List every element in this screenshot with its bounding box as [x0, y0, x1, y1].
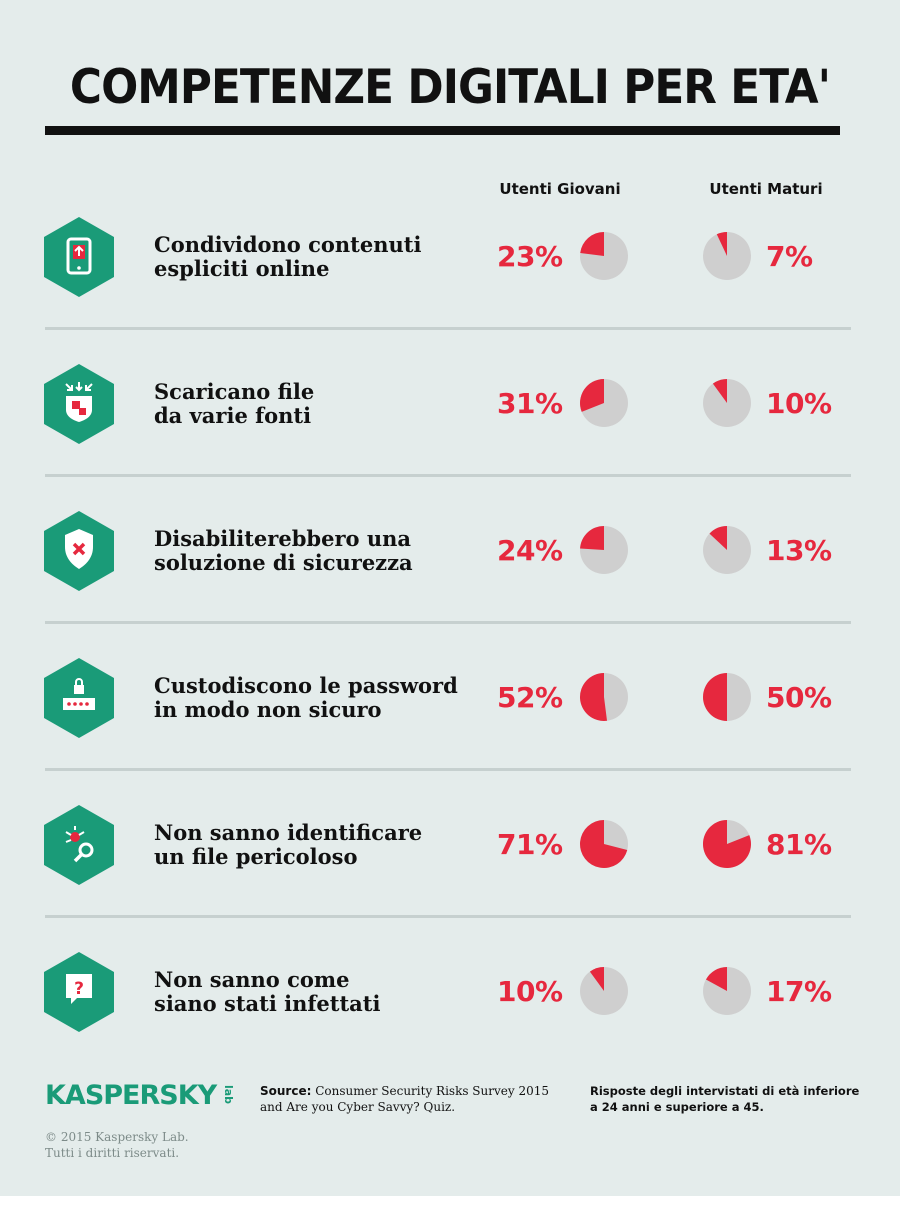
mature-pie — [703, 967, 751, 1015]
source-note: Source: Consumer Security Risks Survey 2… — [260, 1083, 560, 1115]
stat-row: Non sanno identificare un file pericoloso… — [0, 770, 900, 917]
mature-percent-label: 7% — [766, 240, 813, 273]
young-pie — [580, 820, 628, 868]
page-title: COMPETENZE DIGITALI PER ETA' — [69, 60, 831, 115]
svg-text:?: ? — [74, 979, 84, 999]
stat-row: Scaricano file da varie fonti 31% 10% — [0, 329, 900, 476]
row-divider — [45, 474, 851, 477]
note-line: a 24 anni e superiore a 45. — [590, 1100, 764, 1114]
stat-label: Non sanno come siano stati infettati — [154, 968, 474, 1016]
mature-pie-slice — [709, 526, 727, 550]
source-label: Source: — [260, 1084, 312, 1098]
stat-label-line: Custodiscono le password — [154, 673, 458, 698]
young-percent-label: 10% — [497, 975, 563, 1008]
young-pie — [580, 967, 628, 1015]
young-pie — [580, 232, 628, 280]
stat-label-line: un file pericoloso — [154, 844, 358, 869]
password-lock-icon — [44, 658, 114, 738]
mature-percent-label: 81% — [766, 828, 832, 861]
column-header-young: Utenti Giovani — [499, 180, 621, 198]
mature-pie — [703, 673, 751, 721]
copyright-line: Tutti i diritti riservati. — [45, 1146, 180, 1160]
young-pie — [579, 673, 628, 721]
stat-label: Condividono contenuti espliciti online — [154, 233, 474, 281]
download-icon — [44, 364, 114, 444]
respondents-note: Risposte degli intervistati di età infer… — [590, 1083, 870, 1115]
stat-label: Custodiscono le password in modo non sicu… — [154, 674, 474, 722]
mature-pie-slice — [703, 673, 727, 721]
stat-row: Disabiliterebbero una soluzione di sicure… — [0, 476, 900, 623]
young-percent-label: 24% — [497, 534, 563, 567]
stat-row: Condividono contenuti espliciti online 23%… — [0, 182, 900, 329]
bug-search-icon — [44, 805, 114, 885]
stat-label-line: da varie fonti — [154, 403, 312, 428]
row-divider — [45, 327, 851, 330]
young-pie-slice — [580, 232, 604, 256]
young-pie-slice — [580, 526, 604, 550]
young-pie-slice — [580, 379, 604, 412]
mature-percent-label: 10% — [766, 387, 832, 420]
young-percent-label: 23% — [497, 240, 563, 273]
question-bubble-icon: ? — [44, 952, 114, 1032]
mature-pie — [702, 820, 751, 868]
young-pie — [580, 379, 628, 427]
young-pie-slice — [579, 673, 608, 721]
stat-label-line: espliciti online — [154, 256, 330, 281]
young-pie — [580, 526, 628, 574]
row-divider — [45, 621, 851, 624]
stat-label-line: Scaricano file — [154, 379, 315, 404]
mature-pie-slice — [702, 820, 751, 868]
stat-row: ? Non sanno come siano stati infettati 10% 1… — [0, 917, 900, 1064]
stat-label-line: Condividono contenuti — [154, 232, 422, 257]
note-line: Risposte degli intervistati di età infer… — [590, 1084, 860, 1098]
stat-label-line: Disabiliterebbero una — [154, 526, 411, 551]
mature-pie — [703, 379, 751, 427]
stat-label: Scaricano file da varie fonti — [154, 380, 474, 428]
stat-label-line: soluzione di sicurezza — [154, 550, 413, 575]
mature-pie-slice — [705, 967, 727, 991]
mature-pie-slice — [712, 379, 727, 403]
row-divider — [45, 915, 851, 918]
source-text: Consumer Security Risks Survey 2015 and … — [260, 1084, 550, 1114]
young-percent-label: 71% — [497, 828, 563, 861]
row-divider — [45, 768, 851, 771]
young-percent-label: 52% — [497, 681, 563, 714]
stat-label-line: Non sanno identificare — [154, 820, 423, 845]
copyright: © 2015 Kaspersky Lab. Tutti i diritti ri… — [45, 1129, 189, 1161]
stat-label: Disabiliterebbero una soluzione di sicure… — [154, 527, 474, 575]
mature-percent-label: 50% — [766, 681, 832, 714]
stat-label-line: in modo non sicuro — [154, 697, 382, 722]
mature-pie-slice — [716, 232, 727, 256]
stat-label-line: Non sanno come — [154, 967, 350, 992]
stat-label: Non sanno identificare un file pericoloso — [154, 821, 474, 869]
column-header-mature: Utenti Maturi — [709, 180, 823, 198]
stat-row: Custodiscono le password in modo non sicu… — [0, 623, 900, 770]
title-underline — [45, 126, 840, 135]
young-pie-slice — [589, 967, 604, 991]
young-pie-slice — [580, 820, 628, 868]
copyright-line: © 2015 Kaspersky Lab. — [45, 1130, 189, 1144]
kaspersky-logo: KASPERSKY lab — [45, 1080, 236, 1111]
mature-pie — [703, 232, 751, 280]
stat-label-line: siano stati infettati — [154, 991, 381, 1016]
mature-percent-label: 13% — [766, 534, 832, 567]
share-tablet-icon — [44, 217, 114, 297]
mature-percent-label: 17% — [766, 975, 832, 1008]
young-percent-label: 31% — [497, 387, 563, 420]
mature-pie — [703, 526, 751, 574]
shield-x-icon — [44, 511, 114, 591]
